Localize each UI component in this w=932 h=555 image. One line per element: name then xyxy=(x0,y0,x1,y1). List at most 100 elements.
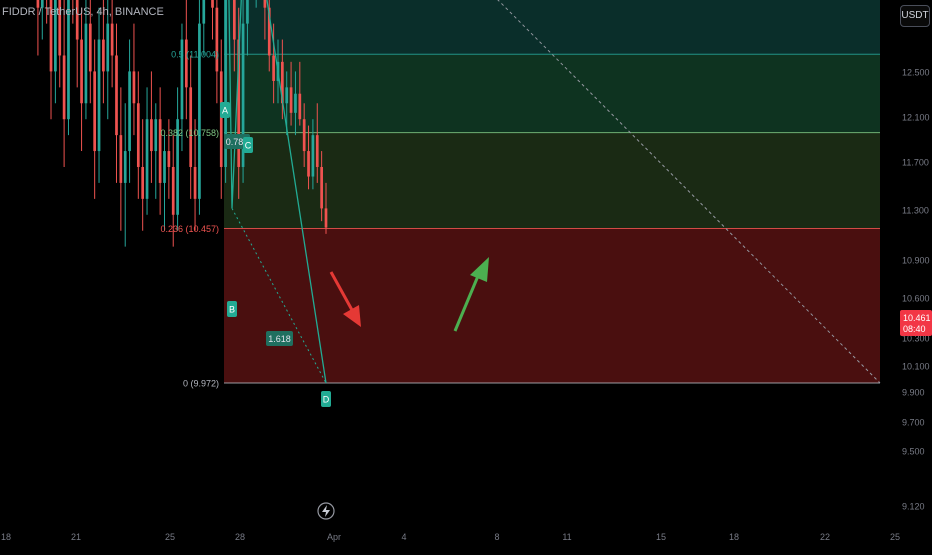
candle-body xyxy=(311,135,315,177)
candle xyxy=(102,0,105,104)
y-tick-label: 11.300 xyxy=(902,206,929,216)
lightning-icon-bolt xyxy=(322,505,330,517)
current-price-value: 10.461 xyxy=(903,313,931,323)
candle-body xyxy=(145,119,149,199)
pattern-point-label: A xyxy=(222,106,228,116)
candle xyxy=(272,23,275,104)
candle xyxy=(93,39,97,199)
fib-zone-7 xyxy=(224,228,880,383)
candle xyxy=(315,103,319,183)
x-tick-label: 15 xyxy=(656,532,666,542)
price-axis: 12.500 12.100 11.700 11.300 10.900 10.600 10.3… xyxy=(902,68,930,512)
candle xyxy=(246,0,249,56)
candle xyxy=(128,39,131,183)
pattern-point-bg xyxy=(220,102,230,118)
pattern-point-bg xyxy=(243,137,253,153)
bearish-arrow xyxy=(329,271,361,327)
current-price-bg xyxy=(900,310,932,336)
candle-body xyxy=(171,166,175,215)
candle xyxy=(202,0,206,56)
candle xyxy=(289,61,293,126)
symbol-title: FIDDR / TetherUS, 4h, BINANCE xyxy=(2,6,164,18)
y-tick-label: 12.100 xyxy=(902,113,930,123)
candle-body xyxy=(106,23,110,72)
candle-body xyxy=(80,39,83,104)
candle-body xyxy=(184,39,188,88)
candle-body xyxy=(54,0,57,72)
candle xyxy=(184,0,188,120)
candle xyxy=(75,0,79,88)
candle xyxy=(237,7,241,199)
x-tick-label: Apr xyxy=(327,532,341,542)
ratio-badge-label: 0.786 xyxy=(226,137,249,147)
candle xyxy=(302,103,306,167)
x-tick-label: 8 xyxy=(494,532,499,542)
candle-body xyxy=(110,23,114,56)
candle xyxy=(80,7,83,152)
candle xyxy=(84,0,88,120)
candle-body xyxy=(128,71,131,152)
pattern-point-b: B xyxy=(227,301,237,317)
candle xyxy=(36,0,40,56)
candle xyxy=(62,0,66,167)
candle-body xyxy=(189,87,193,167)
fib-zone-5 xyxy=(224,54,880,133)
candle xyxy=(180,23,184,152)
candle xyxy=(280,39,284,120)
candle-body xyxy=(154,119,158,152)
time-axis: 18 21 25 28 Apr 4 8 11 15 18 22 25 xyxy=(1,532,900,542)
candle-body xyxy=(294,93,297,113)
y-tick-label: 10.600 xyxy=(902,294,930,304)
currency-button[interactable]: USDT xyxy=(900,5,930,27)
candle xyxy=(115,23,118,183)
x-tick-label: 11 xyxy=(562,532,571,542)
candle-body xyxy=(263,0,267,8)
candle-body xyxy=(198,23,201,199)
x-tick-label: 18 xyxy=(1,532,11,542)
bearish-arrow-head xyxy=(343,305,361,327)
candle-body xyxy=(97,39,101,152)
candle xyxy=(167,119,171,199)
candle xyxy=(294,71,297,136)
fib-zone-6 xyxy=(224,132,880,229)
candle xyxy=(150,71,153,183)
candle-body xyxy=(84,23,88,104)
candle-body xyxy=(315,135,319,167)
candle xyxy=(106,0,110,120)
candle-body xyxy=(67,0,70,120)
candle-body xyxy=(158,119,162,183)
y-tick-label: 10.300 xyxy=(902,334,930,344)
candle-body xyxy=(180,39,184,120)
candle-body xyxy=(75,0,79,40)
candle xyxy=(263,0,267,40)
candle xyxy=(320,151,323,222)
candle-body xyxy=(93,71,97,152)
y-tick-label: 11.700 xyxy=(902,158,929,168)
candle-body xyxy=(132,71,136,104)
pattern-point-label: C xyxy=(245,141,252,151)
candle-body xyxy=(302,119,306,152)
candle-body xyxy=(237,39,241,167)
candle-body xyxy=(241,23,245,167)
candle xyxy=(154,103,158,199)
candle xyxy=(267,0,271,72)
x-tick-label: 25 xyxy=(890,532,900,542)
candle-body xyxy=(167,151,171,167)
y-tick-label: 10.100 xyxy=(902,362,930,372)
candle-body xyxy=(176,119,179,215)
candle-body xyxy=(285,87,289,104)
bearish-arrow-shaft xyxy=(329,271,354,311)
candle xyxy=(88,0,92,104)
y-tick-label: 10.900 xyxy=(902,256,930,266)
candle-body xyxy=(307,151,310,177)
candle xyxy=(163,135,166,231)
lightning-icon-ring xyxy=(317,502,335,520)
candle xyxy=(141,119,145,231)
candle xyxy=(219,39,223,199)
x-tick-label: 21 xyxy=(71,532,81,542)
pattern-point-label: D xyxy=(323,395,330,405)
candle xyxy=(307,125,310,190)
candle-body xyxy=(58,0,62,56)
